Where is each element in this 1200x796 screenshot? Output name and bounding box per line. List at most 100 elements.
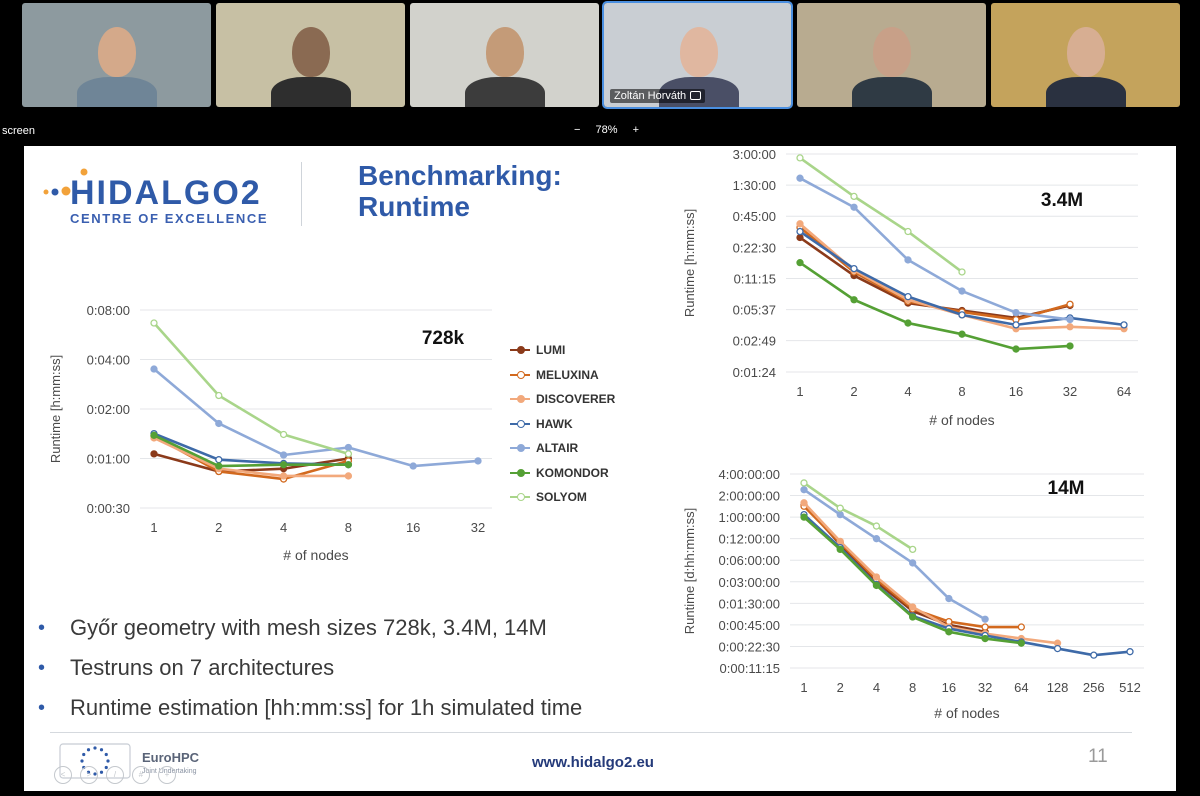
participant-body (271, 77, 351, 107)
legend-label: SOLYOM (536, 490, 587, 505)
series-line-altair (803, 488, 986, 621)
data-point-altair (344, 443, 353, 452)
eu-star (82, 752, 86, 757)
zoom-slide-button[interactable]: + (158, 766, 176, 784)
logo-dot (61, 186, 71, 196)
y-tick-label: 0:01:00 (87, 452, 130, 467)
participant-face (873, 27, 911, 77)
participant-tile-active-speaker[interactable]: Zoltán Horváth (602, 1, 793, 109)
data-point-hawk (796, 227, 804, 236)
y-tick-label: 0:22:30 (733, 240, 776, 255)
x-tick-label: 256 (1083, 680, 1105, 695)
data-point-solyom (215, 391, 223, 400)
slides-grid-button[interactable]: # (132, 766, 150, 784)
y-tick-label: 0:01:24 (733, 365, 776, 380)
next-slide-button[interactable]: > (80, 766, 98, 784)
zoom-control: − 78% + (568, 124, 645, 136)
legend-swatch (510, 346, 530, 355)
x-tick-label: 2 (215, 520, 222, 535)
legend-label: DISCOVERER (536, 392, 616, 407)
legend-swatch (510, 493, 530, 502)
data-point-hawk (1012, 321, 1020, 329)
hidalgo2-logo: HIDALGO2 CENTRE OF EXCELLENCE (43, 168, 268, 226)
participant-body (852, 77, 932, 107)
participant-tile[interactable] (410, 3, 599, 107)
participant-body (1046, 77, 1126, 107)
data-point-discoverer (909, 603, 917, 611)
y-tick-label: 0:03:00:00 (719, 575, 780, 590)
y-axis-label: Runtime [h:mm:ss] (48, 355, 63, 463)
x-tick-label: 2 (837, 680, 844, 695)
data-point-meluxina (981, 623, 989, 631)
x-axis-label: # of nodes (934, 705, 999, 721)
slide-title: Benchmarking: Runtime (358, 160, 562, 222)
participant-tile[interactable] (797, 3, 986, 107)
data-point-komondor (1017, 639, 1025, 647)
y-tick-label: 0:11:15 (734, 271, 776, 286)
eu-star (86, 748, 91, 752)
legend-swatch (510, 419, 530, 428)
eu-star (93, 746, 97, 750)
data-point-solyom (279, 430, 288, 439)
data-point-hawk (215, 456, 223, 464)
data-point-komondor (872, 581, 881, 590)
x-tick-label: 512 (1119, 680, 1141, 695)
prev-slide-button[interactable]: < (54, 766, 72, 784)
legend-label: ALTAIR (536, 441, 579, 456)
legend-marker (517, 444, 525, 453)
shared-slide: HIDALGO2 CENTRE OF EXCELLENCE Benchmarki… (24, 146, 1176, 791)
series-line-altair (799, 177, 1071, 321)
participant-body (77, 77, 157, 107)
data-point-komondor (836, 545, 844, 554)
data-point-komondor (150, 431, 158, 439)
x-tick-label: 128 (1047, 680, 1069, 695)
slide-nav-controls: < > / # + (54, 766, 176, 784)
data-point-altair (850, 203, 858, 211)
chart-3-4m: 0:01:24 0:02:49 0:05:37 0:11:15 0:22:30 0:45:… (682, 147, 1138, 428)
data-point-hawk (1090, 651, 1098, 659)
chart-annotation: 728k (422, 328, 465, 349)
participant-name: Zoltán Horváth (610, 89, 706, 103)
legend-entry: DISCOVERER (510, 387, 615, 412)
data-point-altair (981, 615, 989, 623)
data-point-komondor (909, 613, 917, 621)
data-point-altair (909, 559, 917, 567)
eu-star (106, 759, 110, 763)
x-tick-label: 8 (909, 680, 916, 695)
legend-label: MELUXINA (536, 367, 599, 382)
legend-swatch (510, 468, 530, 477)
x-tick-label: 16 (942, 680, 956, 695)
chart-annotation: 14M (1048, 478, 1085, 499)
y-tick-label: 0:04:00 (87, 353, 130, 368)
data-point-altair (836, 510, 844, 519)
participant-face (292, 27, 330, 77)
zoom-level: 78% (595, 124, 618, 136)
data-point-discoverer (796, 220, 804, 228)
slide-page-number: 11 (1088, 746, 1108, 767)
data-point-discoverer (800, 499, 808, 507)
participant-tile[interactable] (216, 3, 405, 107)
zoom-in-button[interactable]: + (632, 124, 640, 136)
y-tick-label: 0:00:11:15 (720, 661, 780, 676)
logo-subtitle: CENTRE OF EXCELLENCE (70, 211, 268, 226)
participant-tile[interactable] (22, 3, 211, 107)
data-point-altair (945, 594, 953, 603)
legend-entry: MELUXINA (510, 363, 615, 388)
y-tick-label: 2:00:00:00 (719, 489, 780, 504)
series-line-altair (153, 368, 479, 468)
zoom-out-button[interactable]: − (574, 124, 581, 136)
data-point-meluxina (1017, 623, 1025, 631)
data-point-solyom (872, 522, 881, 530)
eurohpc-label: EuroHPC (142, 750, 200, 765)
bullet-item: • Runtime estimation [hh:mm:ss] for 1h si… (38, 695, 583, 720)
legend-entry: SOLYOM (510, 485, 615, 510)
legend-entry: KOMONDOR (510, 461, 615, 486)
video-icon (690, 91, 702, 100)
legend-marker (517, 468, 525, 477)
data-point-altair (1066, 315, 1074, 324)
footer-url[interactable]: www.hidalgo2.eu (532, 754, 654, 771)
pen-tool-button[interactable]: / (106, 766, 124, 784)
participant-tile[interactable] (991, 3, 1180, 107)
data-point-solyom (344, 450, 353, 458)
y-tick-label: 0:00:22:30 (719, 639, 780, 654)
